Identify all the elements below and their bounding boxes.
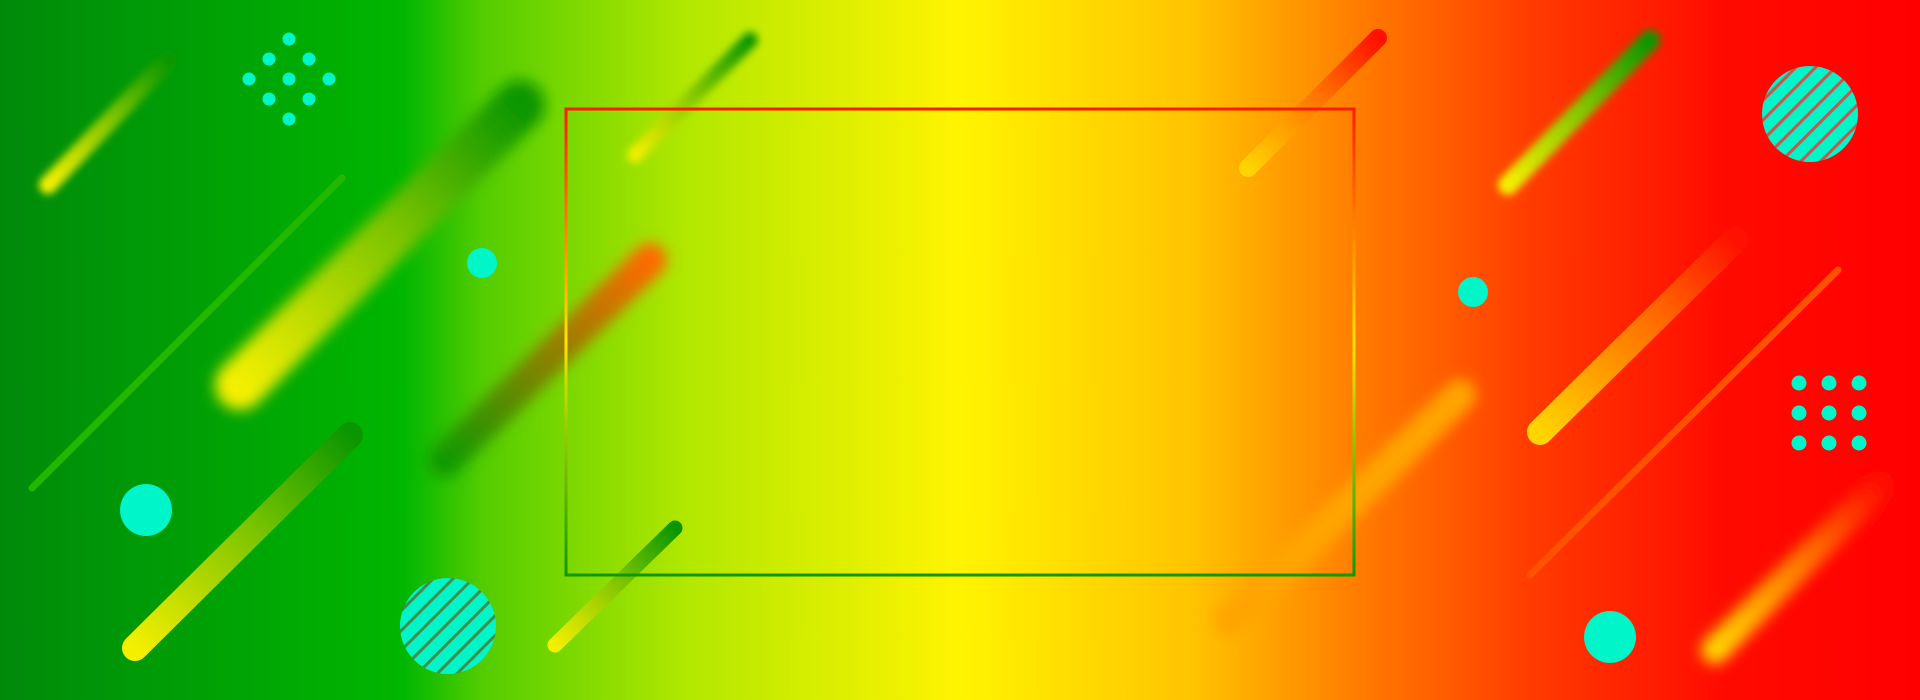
diagonal-thin-line bbox=[28, 174, 346, 492]
hatched-circle-icon bbox=[400, 578, 496, 674]
hatched-circle-icon bbox=[1762, 66, 1858, 162]
diagonal-capsule-stroke-icon bbox=[547, 520, 683, 653]
diagonal-capsule-stroke-icon bbox=[1239, 29, 1387, 177]
sharp-capsules bbox=[28, 29, 1842, 661]
diagonal-capsule-stroke-icon bbox=[1527, 227, 1748, 445]
solid-circle-icon bbox=[467, 248, 497, 278]
diagonal-capsule-stroke-icon bbox=[122, 422, 363, 661]
solid-circle-icon bbox=[1584, 611, 1636, 663]
solid-circle-icon bbox=[120, 484, 172, 536]
dot-diamond-pattern-icon bbox=[242, 32, 336, 126]
diagonal-thin-line bbox=[1526, 266, 1842, 579]
solid-circle-icon bbox=[1458, 277, 1488, 307]
center-frame bbox=[564, 107, 1356, 577]
blurred-capsules bbox=[39, 30, 1894, 664]
dot-grid-pattern-icon bbox=[1791, 375, 1867, 451]
